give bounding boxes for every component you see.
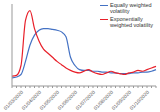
svg-text:01/04/2020: 01/04/2020 [20, 89, 43, 111]
svg-text:01/05/2020: 01/05/2020 [38, 89, 61, 111]
svg-text:01/09/2020: 01/09/2020 [110, 89, 133, 111]
svg-text:01/08/2020: 01/08/2020 [92, 89, 115, 111]
svg-text:01/06/2020: 01/06/2020 [56, 89, 79, 111]
svg-text:01/10/2020: 01/10/2020 [128, 89, 150, 111]
html-text:Exponentially weighted volatil: Exponentially weighted volatility [110, 16, 154, 28]
html-text:Equally weighted volatility: Equally weighted volatility [110, 2, 152, 14]
svg-text:01/07/2020: 01/07/2020 [74, 89, 97, 111]
